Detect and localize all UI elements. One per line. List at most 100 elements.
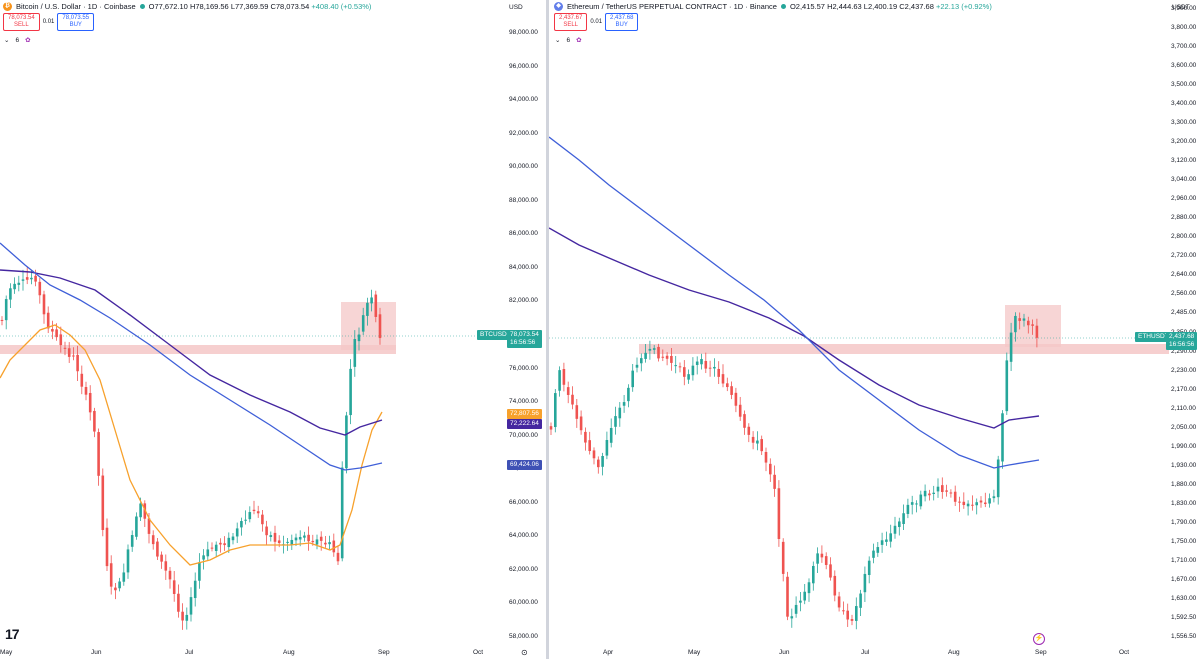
candle-body [244,519,247,521]
goto-realtime-icon[interactable]: ⊙ [521,648,528,657]
price-axis-tick: 60,000.00 [509,599,538,607]
candle-body [118,581,121,589]
btc-ma-blue-line [0,242,383,471]
price-axis-tick: 66,000.00 [509,498,538,506]
eth-sell-button[interactable]: 2,437.67 SELL [554,13,588,31]
candle-body [256,511,260,514]
candle-body [953,491,957,502]
candle-body [661,356,665,358]
candle-body [168,570,172,580]
time-axis-tick: May [0,649,13,656]
eth-ma-blue-line [549,136,1040,469]
candle-body [786,576,789,617]
panel-divider[interactable] [546,0,549,659]
candle-body [893,525,897,534]
candle-body [151,535,155,545]
candle-body [114,587,117,591]
price-axis-tick: 3,300.00 [1171,119,1197,127]
candle-body [824,556,828,565]
price-axis-tick: 3,040.00 [1171,176,1197,184]
candle-body [631,370,634,388]
eth-symbol-title[interactable]: Ethereum / TetherUS PERPETUAL CONTRACT ·… [567,2,777,11]
candle-body [859,593,862,608]
eth-symbol-tag: ETHUSDT.P [1135,332,1178,342]
candle-body [336,552,340,562]
candle-body [84,387,88,395]
btc-symbol-tag: BTCUSD [477,330,510,340]
candle-body [307,534,310,542]
btc-chart-canvas[interactable] [0,0,546,659]
bitcoin-icon: ₿ [3,2,12,11]
btc-sell-button[interactable]: 78,073.54 SELL [3,13,40,31]
candle-body [1014,315,1017,333]
candle-body [738,404,742,417]
eth-currency-label[interactable]: USDT [1172,4,1190,11]
price-axis-tick: 1,830.00 [1171,499,1197,507]
candle-body [889,533,892,542]
btc-close: C78,073.54 [270,2,310,11]
candle-body [1035,325,1039,338]
candle-body [30,277,33,280]
price-axis-tick: 98,000.00 [509,29,538,36]
candle-body [324,542,327,545]
candle-body [670,355,673,363]
settings-icon[interactable]: ✿ [25,37,31,44]
eth-change: +22.13 (+0.92%) [935,2,992,11]
candle-body [172,580,176,594]
time-axis-tick: May [688,649,701,656]
candle-body [726,383,729,388]
candle-body [984,502,987,505]
price-axis-tick: 2,050.00 [1171,423,1197,431]
btc-symbol-title[interactable]: Bitcoin / U.S. Dollar · 1D · Coinbase [16,2,136,11]
candle-body [846,610,849,620]
candle-body [130,535,134,547]
eth-indicator-count: 6 [566,36,571,44]
eth-chart-panel[interactable]: ◆ Ethereum / TetherUS PERPETUAL CONTRACT… [549,0,1200,659]
eth-buy-button[interactable]: 2,437.68 BUY [605,13,639,31]
btc-buy-button[interactable]: 78,073.55 BUY [57,13,95,31]
btc-chart-panel[interactable]: ₿ Bitcoin / U.S. Dollar · 1D · Coinbase … [0,0,546,659]
price-axis-tick: 1,930.00 [1171,461,1197,469]
candle-body [13,283,16,290]
candle-body [126,549,130,573]
candle-body [609,427,613,443]
candle-body [837,596,841,608]
btc-currency-label[interactable]: USD [509,4,523,11]
eth-indicators-toggle[interactable]: ⌄ 6 ✿ [555,36,582,45]
candle-body [223,543,226,546]
price-axis-tick: 84,000.00 [509,263,538,271]
candle-body [319,536,323,541]
price-axis-tick: 3,600.00 [1171,62,1197,70]
candle-body [730,386,733,395]
candle-body [42,294,46,315]
candle-body [867,560,871,576]
candle-body [315,539,319,545]
candle-body [850,619,854,621]
eth-chart-canvas[interactable] [549,0,1200,659]
price-axis-tick: 2,560.00 [1171,290,1197,298]
tradingview-logo-icon[interactable]: 17 [5,626,20,642]
candle-body [996,459,1000,498]
price-axis-tick: 1,670.00 [1171,575,1197,583]
price-axis-tick: 3,120.00 [1171,157,1197,165]
candle-body [97,432,100,476]
price-axis-tick: 62,000.00 [509,565,538,573]
candle-body [34,275,37,282]
candle-body [691,365,695,376]
lightning-icon[interactable]: ⚡ [1033,633,1045,645]
candle-body [713,366,716,369]
candle-body [592,450,596,459]
btc-indicators-toggle[interactable]: ⌄ 6 ✿ [4,36,31,45]
candle-body [298,537,302,540]
candle-body [945,490,948,492]
candle-body [378,314,382,339]
settings-icon[interactable]: ✿ [576,37,582,44]
candle-body [855,606,858,621]
candle-body [303,535,306,538]
time-axis-tick: Oct [473,649,484,656]
candle-body [915,503,918,505]
candle-body [872,550,875,558]
plot-background [549,0,1169,648]
candle-body [898,521,901,528]
candle-body [803,591,806,601]
